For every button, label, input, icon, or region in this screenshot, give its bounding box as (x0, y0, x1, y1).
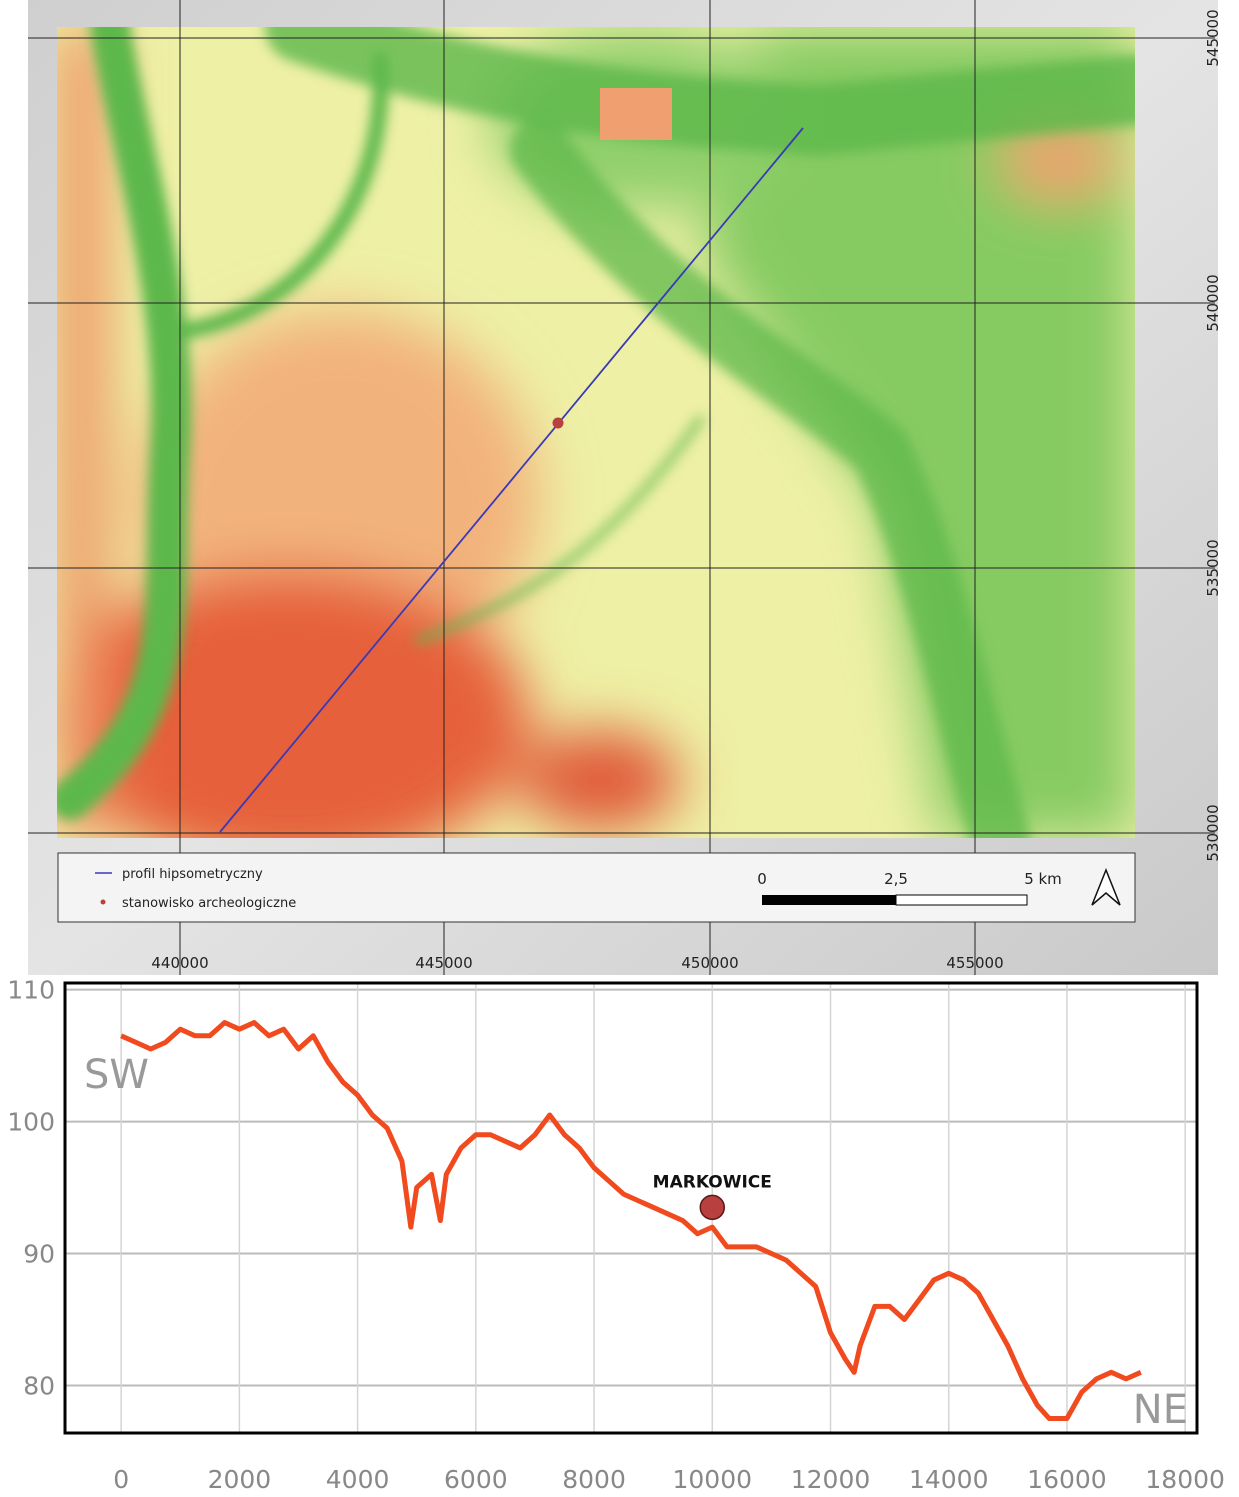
legend-label: stanowisko archeologiczne (122, 896, 296, 911)
y-tick-label: 90 (23, 1240, 55, 1269)
legend: profil hipsometryczny stanowisko archeol… (58, 853, 1135, 922)
scale-bar (762, 895, 896, 905)
scale-bar (896, 895, 1027, 905)
x-tick-label: 8000 (562, 1465, 626, 1494)
y-coord-label: 530000 (1204, 804, 1222, 861)
legend-label: profil hipsometryczny (122, 867, 263, 882)
y-coord-label: 545000 (1204, 9, 1222, 66)
figure: 440000 445000 450000 455000 545000 54000… (0, 0, 1239, 1497)
plot-area (65, 983, 1197, 1433)
x-tick-label: 14000 (909, 1465, 989, 1494)
x-tick-label: 6000 (444, 1465, 508, 1494)
x-tick-label: 0 (113, 1465, 129, 1494)
y-coord-label: 535000 (1204, 539, 1222, 596)
y-tick-label: 100 (7, 1108, 55, 1137)
x-tick-label: 4000 (326, 1465, 390, 1494)
y-tick-label: 110 (7, 976, 55, 1005)
y-coord-label: 540000 (1204, 274, 1222, 331)
scale-label: 5 km (1024, 870, 1062, 888)
scale-label: 0 (757, 870, 767, 888)
map: 440000 445000 450000 455000 545000 54000… (28, 0, 1222, 975)
x-coord-label: 445000 (415, 954, 472, 972)
scale-label: 2,5 (884, 870, 908, 888)
x-coord-label: 440000 (151, 954, 208, 972)
profile-chart: 80 90 100 110 0 2000 4000 6000 8000 10000 12000 140… (7, 976, 1225, 1494)
x-coord-label: 450000 (681, 954, 738, 972)
corner-label: SW (84, 1052, 149, 1098)
x-tick-label: 2000 (208, 1465, 272, 1494)
site-marker (700, 1195, 724, 1219)
y-tick-label: 80 (23, 1371, 55, 1400)
site-point (553, 418, 564, 429)
corner-label: NE (1133, 1387, 1188, 1433)
x-tick-label: 12000 (791, 1465, 871, 1494)
x-coord-label: 455000 (946, 954, 1003, 972)
x-tick-label: 18000 (1145, 1465, 1225, 1494)
x-tick-label: 16000 (1027, 1465, 1107, 1494)
site-label: MARKOWICE (653, 1172, 772, 1192)
x-tick-label: 10000 (673, 1465, 753, 1494)
elevation-raster (50, 27, 1135, 870)
